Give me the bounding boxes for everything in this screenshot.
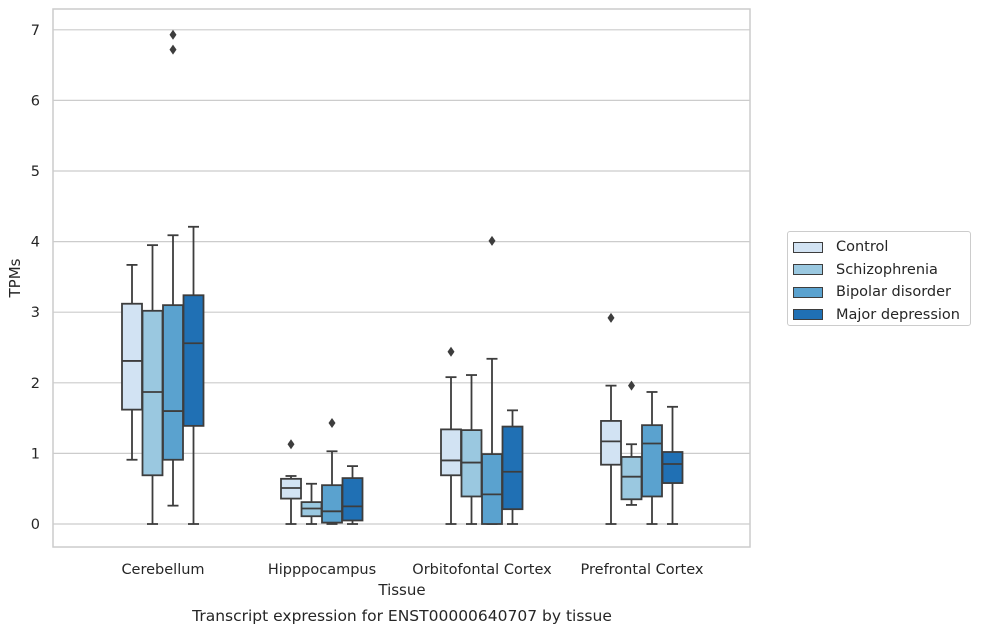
legend-swatch <box>793 286 823 298</box>
y-tick-label: 1 <box>31 446 40 462</box>
box-control <box>121 263 143 461</box>
box-major-depression <box>341 465 364 525</box>
legend-label: Major depression <box>836 306 960 323</box>
y-tick-label: 0 <box>31 517 40 533</box>
legend-item: Major depression <box>793 304 970 327</box>
outlier-point <box>607 312 615 323</box>
outlier-point <box>628 380 635 391</box>
y-tick-label: 7 <box>31 23 40 39</box>
box-iqr <box>620 456 643 501</box>
x-tick-labels: Cerebellum Hipppocampus Orbitofontal Corte… <box>121 562 703 578</box>
y-tick-label: 5 <box>31 164 40 180</box>
outlier-point <box>169 44 177 55</box>
box-iqr <box>481 453 503 525</box>
legend-label: Schizophrenia <box>836 261 938 278</box>
box-schizophrenia <box>460 374 483 525</box>
outlier-point <box>447 346 455 357</box>
box-bipolar-disorder <box>641 391 663 525</box>
box-iqr <box>501 425 524 511</box>
box-iqr <box>121 302 143 411</box>
legend-item: Bipolar disorder <box>793 281 970 304</box>
box-iqr <box>641 424 663 498</box>
y-tick-labels: 0 1 2 3 4 5 6 7 <box>31 23 40 533</box>
box-major-depression <box>182 225 205 525</box>
legend-swatch <box>793 264 823 276</box>
y-tick-label: 3 <box>31 305 40 321</box>
box-major-depression <box>501 409 524 525</box>
x-tick-label: Cerebellum <box>121 562 204 578</box>
box-iqr <box>182 294 205 427</box>
box-iqr <box>661 451 684 484</box>
outlier-point <box>169 29 177 40</box>
box-iqr <box>162 304 184 461</box>
outlier-point <box>488 235 496 246</box>
x-tick-label: Prefrontal Cortex <box>581 562 704 578</box>
y-axis-label: TPMs <box>6 258 24 298</box>
box-schizophrenia <box>620 380 643 506</box>
y-tick-label: 6 <box>31 93 40 109</box>
box-iqr <box>600 420 622 466</box>
x-tick-label: Hipppocampus <box>268 562 376 578</box>
box-iqr <box>141 309 164 477</box>
x-tick-label: Orbitofontal Cortex <box>412 562 552 578</box>
box-iqr <box>321 484 343 524</box>
outlier-point <box>287 439 295 450</box>
box-iqr <box>341 477 364 522</box>
x-axis-label: Tissue <box>377 581 425 599</box>
legend-swatch <box>793 309 823 321</box>
y-tick-label: 4 <box>31 235 40 251</box>
outlier-point <box>328 418 336 429</box>
legend-label: Control <box>836 239 889 256</box>
box-iqr <box>440 428 462 477</box>
box-major-depression <box>661 405 684 525</box>
chart-caption: Transcript expression for ENST0000064070… <box>192 607 612 625</box>
legend-label: Bipolar disorder <box>836 284 951 301</box>
y-tick-label: 2 <box>31 376 40 392</box>
box-control <box>280 439 302 525</box>
boxes <box>121 29 684 525</box>
legend-swatch <box>793 241 823 253</box>
legend-item: Schizophrenia <box>793 259 970 282</box>
legend: Control Schizophrenia Bipolar disorder Majo… <box>787 231 971 326</box>
box-control <box>600 312 622 525</box>
legend-item: Control <box>793 236 970 259</box>
